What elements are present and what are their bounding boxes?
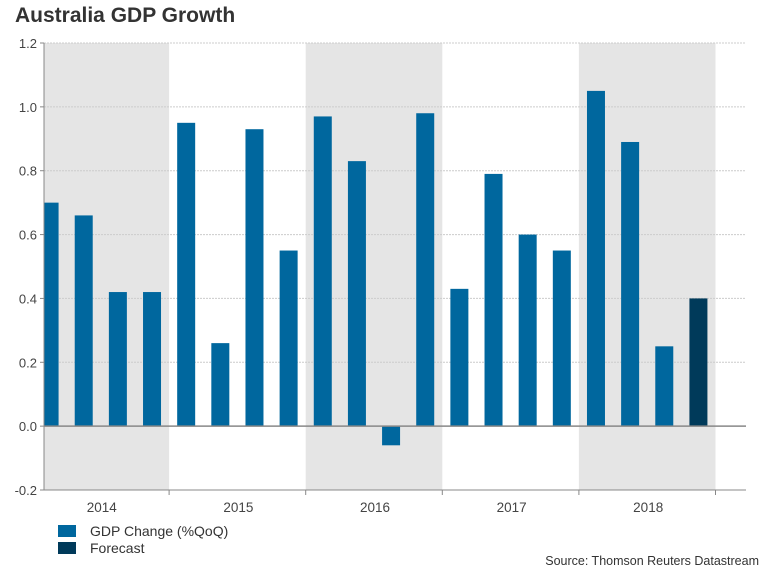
source-note: Source: Thomson Reuters Datastream [545, 554, 759, 568]
bar [552, 250, 571, 427]
chart-title: Australia GDP Growth [15, 4, 236, 27]
bar [245, 129, 264, 427]
x-tick-labels: 2014 2015 2016 2017 2018 [87, 500, 663, 515]
bars [44, 90, 708, 446]
y-tick-label: 0.8 [19, 164, 37, 179]
y-tick-label: -0.2 [15, 483, 37, 498]
bar [518, 234, 537, 427]
legend-swatch-forecast [58, 541, 76, 554]
legend-item-gdp: GDP Change (%QoQ) [58, 522, 228, 539]
forecast-bar [689, 298, 708, 427]
x-tick-label: 2016 [360, 500, 390, 515]
x-tick-label: 2015 [223, 500, 253, 515]
y-tick-label: 1.0 [19, 100, 37, 115]
bar [382, 426, 401, 446]
bar [44, 202, 59, 427]
legend-label-gdp: GDP Change (%QoQ) [90, 522, 229, 539]
bar [416, 113, 435, 427]
bar [177, 122, 196, 427]
bar [74, 215, 93, 427]
x-tick-label: 2014 [87, 500, 118, 515]
axes [40, 42, 746, 495]
bar [347, 161, 366, 427]
bar [108, 292, 127, 427]
bar [279, 250, 298, 427]
y-tick-label: 0.6 [19, 228, 37, 243]
y-tick-labels: 1.2 1.0 0.8 0.6 0.4 0.2 0.0 -0.2 [15, 36, 37, 498]
legend-label-forecast: Forecast [90, 539, 145, 556]
bar [621, 141, 640, 427]
y-tick-label: 0.4 [19, 291, 37, 306]
bar [484, 173, 503, 427]
bar [211, 343, 230, 427]
bar [450, 288, 469, 427]
x-tick-label: 2018 [633, 500, 663, 515]
bar [313, 116, 332, 427]
bar [143, 292, 162, 427]
bar [586, 90, 605, 427]
legend: GDP Change (%QoQ) Forecast [58, 522, 228, 556]
y-tick-label: 1.2 [19, 36, 37, 51]
y-tick-label: 0.0 [19, 419, 37, 434]
legend-item-forecast: Forecast [58, 539, 228, 556]
x-tick-label: 2017 [497, 500, 527, 515]
y-tick-label: 0.2 [19, 355, 37, 370]
legend-swatch-gdp [58, 524, 76, 537]
bar [655, 346, 674, 427]
